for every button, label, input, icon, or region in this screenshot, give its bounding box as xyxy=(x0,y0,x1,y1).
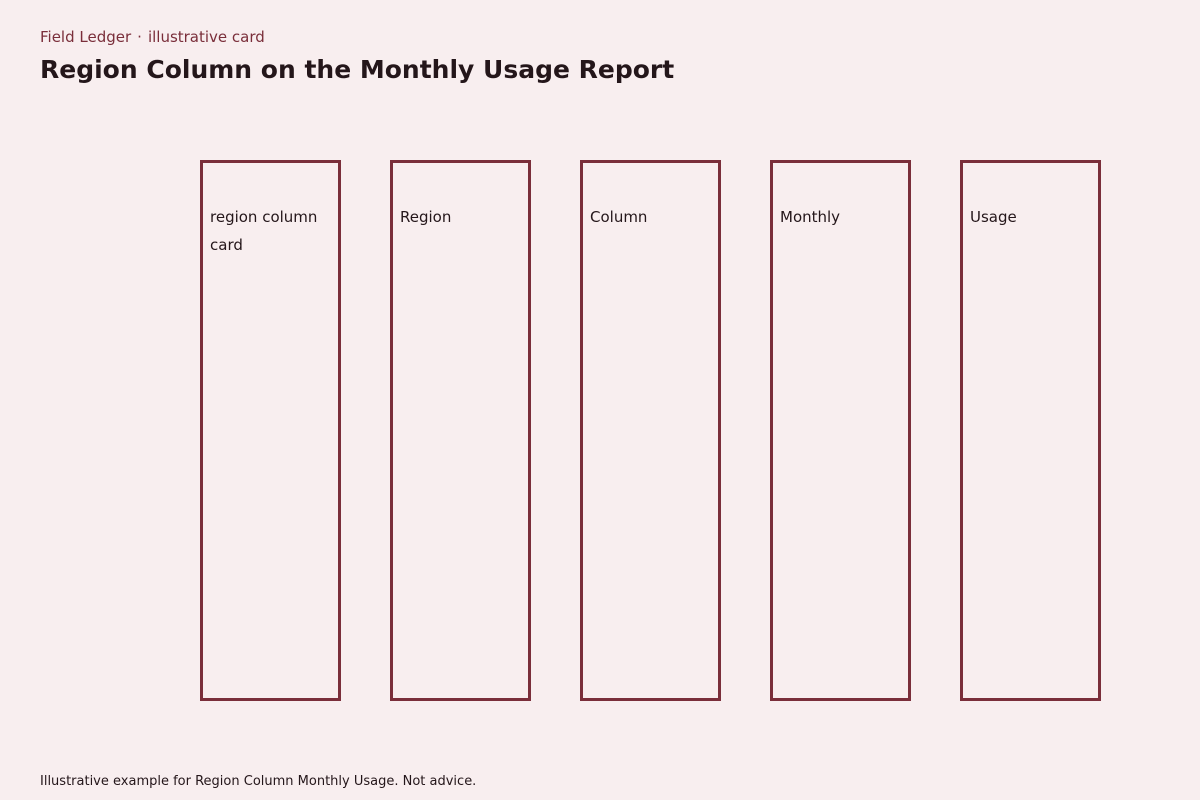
column-label: region column card xyxy=(210,208,318,254)
column-label: Column xyxy=(590,208,648,226)
column-label: Region xyxy=(400,208,452,226)
column-box-usage: Usage xyxy=(960,160,1101,701)
kicker: Field Ledger · illustrative card xyxy=(40,27,265,47)
column-box-monthly: Monthly xyxy=(770,160,911,701)
footnote: Illustrative example for Region Column M… xyxy=(40,774,477,789)
column-box-column: Column xyxy=(580,160,721,701)
column-box-region-column-card: region column card xyxy=(200,160,341,701)
column-box-region: Region xyxy=(390,160,531,701)
column-label: Monthly xyxy=(780,208,841,226)
kicker-type: illustrative card xyxy=(147,28,265,46)
kicker-separator: · xyxy=(137,28,142,46)
kicker-source: Field Ledger xyxy=(40,28,132,46)
column-label: Usage xyxy=(970,208,1017,226)
page-title: Region Column on the Monthly Usage Repor… xyxy=(40,55,675,84)
